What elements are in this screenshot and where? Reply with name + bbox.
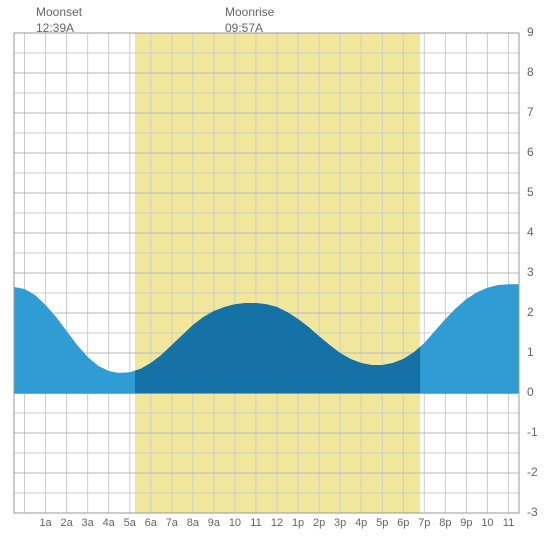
svg-text:4a: 4a [103,517,116,529]
svg-text:4: 4 [527,225,534,239]
svg-text:8p: 8p [439,517,451,529]
svg-text:-3: -3 [527,505,538,519]
svg-text:9a: 9a [208,517,221,529]
svg-text:6: 6 [527,145,534,159]
moonrise-label: Moonrise 09:57A [225,5,274,36]
svg-text:11: 11 [503,517,514,529]
svg-text:0: 0 [527,385,534,399]
svg-text:8: 8 [527,65,534,79]
svg-text:8a: 8a [187,517,200,529]
svg-text:11: 11 [250,517,261,529]
svg-text:-1: -1 [527,425,538,439]
moonset-label: Moonset 12:39A [36,5,82,36]
moonrise-time: 09:57A [225,21,274,37]
svg-text:2: 2 [527,305,534,319]
svg-text:1: 1 [527,345,534,359]
svg-text:6a: 6a [145,517,158,529]
moonset-title: Moonset [36,5,82,21]
moonrise-title: Moonrise [225,5,274,21]
svg-text:12: 12 [271,517,283,529]
svg-text:10: 10 [481,517,493,529]
svg-text:7p: 7p [418,517,430,529]
svg-text:2p: 2p [313,517,325,529]
svg-text:1p: 1p [292,517,304,529]
svg-text:7a: 7a [166,517,179,529]
svg-text:9: 9 [527,25,534,39]
tide-chart: Moonset 12:39A Moonrise 09:57A -3-2-1012… [0,0,550,550]
svg-text:4p: 4p [355,517,367,529]
svg-text:5a: 5a [124,517,137,529]
svg-text:1a: 1a [39,517,52,529]
svg-text:10: 10 [229,517,241,529]
chart-svg: -3-2-101234567891a2a3a4a5a6a7a8a9a101112… [0,0,550,550]
svg-text:5p: 5p [376,517,388,529]
svg-text:5: 5 [527,185,534,199]
svg-text:3: 3 [527,265,534,279]
moonset-time: 12:39A [36,21,82,37]
svg-text:9p: 9p [460,517,472,529]
svg-text:7: 7 [527,105,534,119]
svg-text:2a: 2a [60,517,73,529]
svg-text:3p: 3p [334,517,346,529]
svg-text:3a: 3a [82,517,95,529]
svg-text:6p: 6p [397,517,409,529]
svg-text:-2: -2 [527,465,538,479]
